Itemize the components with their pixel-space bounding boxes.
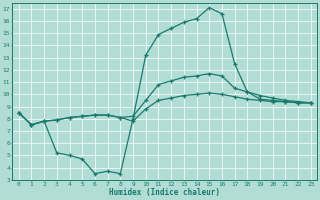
X-axis label: Humidex (Indice chaleur): Humidex (Indice chaleur) [109, 188, 220, 197]
